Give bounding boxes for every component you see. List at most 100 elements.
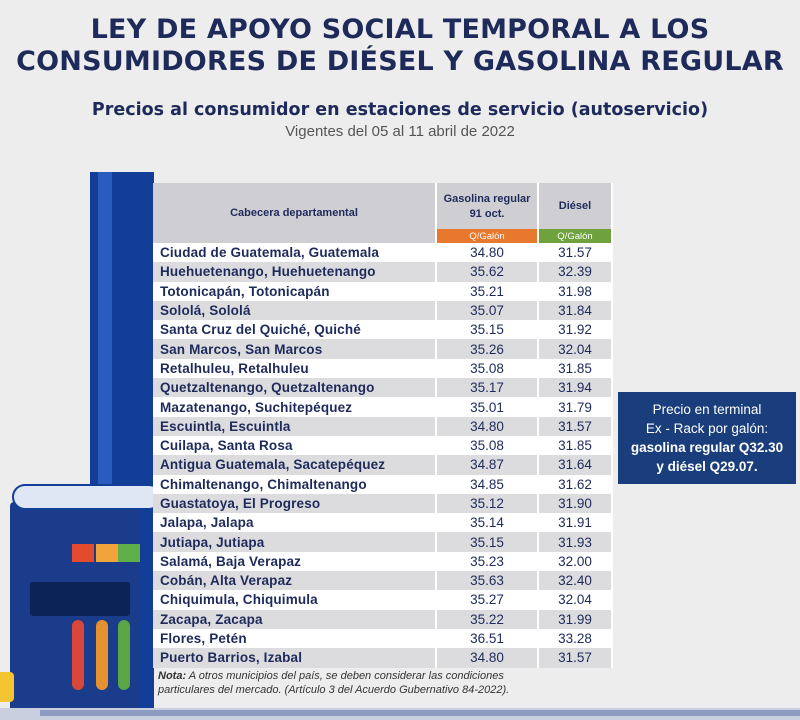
table-row: Flores, Petén 36.51 33.28: [153, 628, 613, 649]
diesel-price-cell: 31.99: [538, 609, 613, 629]
place-cell: Santa Cruz del Quiché, Quiché: [153, 320, 437, 340]
diesel-price-cell: 31.57: [538, 243, 613, 263]
orange-nozzle-icon: [96, 544, 118, 562]
table-row: Ciudad de Guatemala, Guatemala 34.80 31.57: [153, 243, 613, 263]
place-cell: Antigua Guatemala, Sacatepéquez: [153, 455, 437, 475]
gasoline-price-cell: 34.87: [436, 455, 539, 475]
gasoline-price-cell: 34.80: [436, 416, 539, 436]
gasoline-price-cell: 35.12: [436, 493, 539, 514]
table-row: San Marcos, San Marcos 35.26 32.04: [153, 339, 613, 359]
table-row: Totonicapán, Totonicapán 35.21 31.98: [153, 281, 613, 301]
gasoline-price-cell: 35.14: [436, 513, 539, 533]
diesel-price-cell: 31.79: [538, 397, 613, 417]
place-cell: Jalapa, Jalapa: [153, 513, 437, 533]
header-gasoline: Gasolina regular 91 oct.: [436, 183, 539, 229]
diesel-price-cell: 31.57: [538, 416, 613, 436]
place-cell: Escuintla, Escuintla: [153, 416, 437, 436]
pump-screen: [30, 582, 130, 616]
place-cell: Chiquimula, Chiquimula: [153, 590, 437, 610]
place-cell: Guastatoya, El Progreso: [153, 493, 437, 514]
diesel-price-cell: 32.40: [538, 571, 613, 591]
footnote: Nota: A otros municipios del país, se de…: [158, 669, 618, 697]
green-hose: [118, 620, 130, 690]
place-cell: Zacapa, Zacapa: [153, 609, 437, 629]
gasoline-price-cell: 35.22: [436, 609, 539, 629]
diesel-price-cell: 31.64: [538, 455, 613, 475]
terminal-line-1: Precio en terminal: [652, 402, 762, 417]
table-row: Jutiapa, Jutiapa 35.15 31.93: [153, 532, 613, 552]
title-line-1: LEY DE APOYO SOCIAL TEMPORAL A LOS: [90, 14, 710, 45]
diesel-price-cell: 32.00: [538, 551, 613, 572]
gasoline-price-cell: 35.62: [436, 262, 539, 282]
orange-hose: [96, 620, 108, 690]
diesel-price-cell: 31.98: [538, 281, 613, 301]
terminal-line-2: Ex - Rack por galón:: [645, 421, 769, 436]
table-row: Salamá, Baja Verapaz 35.23 32.00: [153, 551, 613, 572]
gasoline-price-cell: 35.23: [436, 551, 539, 572]
gasoline-price-cell: 34.80: [436, 648, 539, 668]
table-row: Zacapa, Zacapa 35.22 31.99: [153, 609, 613, 629]
page-title: LEY DE APOYO SOCIAL TEMPORAL A LOS CONSU…: [0, 14, 800, 78]
diesel-price-cell: 31.85: [538, 358, 613, 379]
place-cell: San Marcos, San Marcos: [153, 339, 437, 359]
fuel-pump-illustration: [0, 172, 162, 720]
gasoline-price-cell: 35.17: [436, 378, 539, 398]
footer-accent-bar: [40, 710, 800, 716]
table-row: Cobán, Alta Verapaz 35.63 32.40: [153, 571, 613, 591]
diesel-price-cell: 32.39: [538, 262, 613, 282]
diesel-price-cell: 31.92: [538, 320, 613, 340]
table-row: Puerto Barrios, Izabal 34.80 31.57: [153, 648, 613, 668]
note-line-1: A otros municipios del país, se deben co…: [186, 670, 504, 682]
terminal-price-box: Precio en terminal Ex - Rack por galón: …: [618, 392, 796, 484]
table-row: Guastatoya, El Progreso 35.12 31.90: [153, 493, 613, 514]
diesel-price-cell: 31.90: [538, 493, 613, 514]
place-cell: Flores, Petén: [153, 628, 437, 649]
place-cell: Cobán, Alta Verapaz: [153, 571, 437, 591]
diesel-price-cell: 31.91: [538, 513, 613, 533]
page-subtitle: Precios al consumidor en estaciones de s…: [91, 100, 709, 120]
table-row: Escuintla, Escuintla 34.80 31.57: [153, 416, 613, 436]
place-cell: Mazatenango, Suchitepéquez: [153, 397, 437, 417]
table-row: Sololá, Sololá 35.07 31.84: [153, 300, 613, 321]
table-row: Retalhuleu, Retalhuleu 35.08 31.85: [153, 358, 613, 379]
gasoline-price-cell: 34.85: [436, 474, 539, 494]
table-row: Huehuetenango, Huehuetenango 35.62 32.39: [153, 262, 613, 282]
unit-gasoline: Q/Galón: [436, 229, 539, 243]
header-place: Cabecera departamental: [153, 183, 437, 243]
price-table: Cabecera departamental Gasolina regular …: [153, 183, 613, 668]
diesel-price-cell: 32.04: [538, 339, 613, 359]
diesel-price-cell: 31.62: [538, 474, 613, 494]
place-cell: Sololá, Sololá: [153, 300, 437, 321]
green-nozzle-icon: [118, 544, 140, 562]
terminal-line-3: gasolina regular Q32.30: [630, 440, 784, 455]
gasoline-price-cell: 35.08: [436, 435, 539, 456]
place-cell: Puerto Barrios, Izabal: [153, 648, 437, 668]
gasoline-price-cell: 34.80: [436, 243, 539, 263]
table-row: Jalapa, Jalapa 35.14 31.91: [153, 513, 613, 533]
diesel-price-cell: 31.84: [538, 300, 613, 321]
gasoline-price-cell: 35.15: [436, 532, 539, 552]
place-cell: Salamá, Baja Verapaz: [153, 551, 437, 572]
gasoline-price-cell: 35.27: [436, 590, 539, 610]
diesel-price-cell: 31.85: [538, 435, 613, 456]
header-diesel: Diésel: [538, 183, 613, 229]
title-line-2: CONSUMIDORES DE DIÉSEL Y GASOLINA REGULA…: [16, 46, 784, 77]
gasoline-price-cell: 35.07: [436, 300, 539, 321]
table-row: Santa Cruz del Quiché, Quiché 35.15 31.92: [153, 320, 613, 340]
gasoline-price-cell: 35.21: [436, 281, 539, 301]
table-row: Cuilapa, Santa Rosa 35.08 31.85: [153, 435, 613, 456]
table-body: Ciudad de Guatemala, Guatemala 34.80 31.57…: [153, 243, 613, 668]
table-row: Chimaltenango, Chimaltenango 34.85 31.62: [153, 474, 613, 494]
diesel-price-cell: 32.04: [538, 590, 613, 610]
diesel-price-cell: 31.93: [538, 532, 613, 552]
diesel-price-cell: 31.57: [538, 648, 613, 668]
diesel-price-cell: 31.94: [538, 378, 613, 398]
gasoline-price-cell: 35.26: [436, 339, 539, 359]
gasoline-price-cell: 35.15: [436, 320, 539, 340]
gasoline-price-cell: 36.51: [436, 628, 539, 649]
place-cell: Totonicapán, Totonicapán: [153, 281, 437, 301]
validity-dates: Vigentes del 05 al 11 abril de 2022: [285, 123, 515, 140]
place-cell: Retalhuleu, Retalhuleu: [153, 358, 437, 379]
table-row: Antigua Guatemala, Sacatepéquez 34.87 31.6…: [153, 455, 613, 475]
place-cell: Cuilapa, Santa Rosa: [153, 435, 437, 456]
